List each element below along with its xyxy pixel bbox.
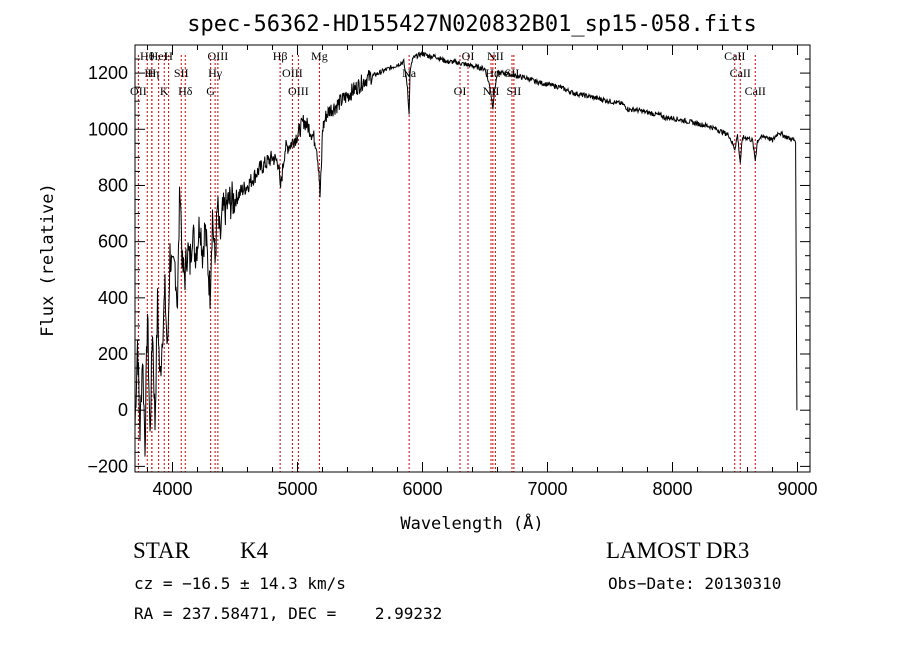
line-marker-label: OII [130, 84, 147, 98]
y-axis: −200 0 200 400 600 800 1000 1200 [87, 44, 810, 476]
x-tick-label: 9000 [777, 479, 817, 499]
y-tick-label: 1200 [88, 63, 128, 83]
line-marker-label: Mg [311, 49, 328, 63]
line-marker-label: CaII [724, 49, 745, 63]
line-marker-label: Hδ [178, 84, 193, 98]
line-marker-label: CaII [730, 66, 751, 80]
line-marker-label: Hβ [273, 49, 288, 63]
line-marker-label: SII [507, 84, 522, 98]
line-marker-label: OIII [288, 84, 309, 98]
line-marker-label: Hη [144, 66, 159, 80]
line-marker-label: OI [454, 84, 467, 98]
spectrum-line [134, 51, 798, 457]
y-tick-label: 800 [98, 175, 128, 195]
chart-title: spec-56362-HD155427N020832B01_sp15-058.f… [187, 12, 757, 37]
ra-dec-coordinates: RA = 237.58471, DEC = 2.99232 [134, 604, 443, 623]
observation-date: Obs−Date: 20130310 [608, 574, 782, 593]
x-axis: 4000 5000 6000 7000 8000 9000 [147, 45, 818, 499]
line-marker-label: H [164, 49, 173, 63]
y-tick-label: −200 [87, 456, 128, 476]
redshift-velocity: cz = −16.5 ± 14.3 km/s [134, 574, 346, 593]
object-subclass: K4 [240, 538, 269, 563]
x-tick-label: 6000 [402, 479, 442, 499]
line-marker-label: G [206, 84, 215, 98]
line-marker-label: SII [174, 66, 189, 80]
x-tick-label: 8000 [652, 479, 692, 499]
y-tick-label: 200 [98, 344, 128, 364]
y-tick-label: 600 [98, 232, 128, 252]
plot-frame [134, 44, 811, 473]
x-tick-label: 5000 [277, 479, 317, 499]
y-tick-label: 400 [98, 288, 128, 308]
line-marker-label: OIII [282, 66, 303, 80]
line-marker-label: HeI [150, 49, 168, 63]
x-tick-label: 7000 [527, 479, 567, 499]
line-marker-label: NII [487, 49, 504, 63]
line-marker-label: CaII [745, 84, 766, 98]
x-tick-label: 4000 [152, 479, 192, 499]
line-marker-label: OIII [208, 49, 229, 63]
line-marker-labels: HθHOIIHeIHηKHSIIHδOIIIHγGHβOIIIOIIIMgNaO… [130, 49, 766, 98]
x-axis-label: Wavelength (Å) [400, 512, 543, 534]
line-marker-label: Hγ [208, 66, 223, 80]
line-marker-label: K [160, 84, 169, 98]
line-marker-label: Hθ [140, 49, 155, 63]
line-marker-label: H [148, 66, 157, 80]
y-axis-label: Flux (relative) [38, 183, 58, 337]
object-class: STAR [133, 538, 190, 563]
y-tick-label: 0 [118, 400, 128, 420]
survey-name: LAMOST DR3 [606, 538, 750, 563]
line-marker-label: OI [462, 49, 475, 63]
y-tick-label: 1000 [88, 119, 128, 139]
